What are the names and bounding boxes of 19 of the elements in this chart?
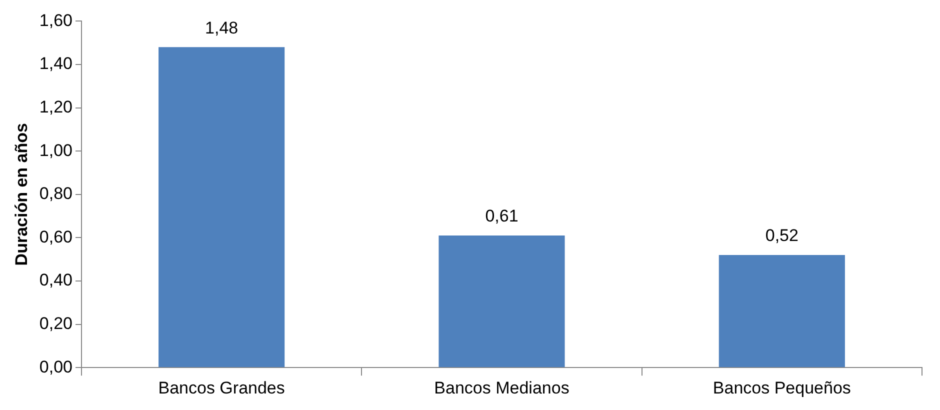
y-axis-title: Duración en años [12,123,31,266]
y-tick-label: 0,60 [39,227,72,246]
bar [158,47,285,368]
y-tick-label: 1,20 [39,97,72,116]
data-label: 1,48 [205,18,238,38]
y-tick-label: 1,60 [39,10,72,30]
bar [718,255,845,368]
y-tick-label: 0,80 [39,184,72,204]
bar [438,236,565,368]
y-tick-label: 0,20 [39,314,72,333]
data-label: 0,52 [765,226,798,246]
y-tick-label: 1,00 [39,140,72,160]
data-label: 0,61 [485,206,518,226]
x-tick-label: Bancos Grandes [158,378,285,398]
x-tick-label: Bancos Pequeños [712,378,851,398]
y-tick-label: 1,40 [39,54,72,74]
y-tick-label: 0,00 [39,357,72,376]
x-tick-label: Bancos Medianos [434,378,570,398]
y-tick-label: 0,40 [39,270,72,290]
